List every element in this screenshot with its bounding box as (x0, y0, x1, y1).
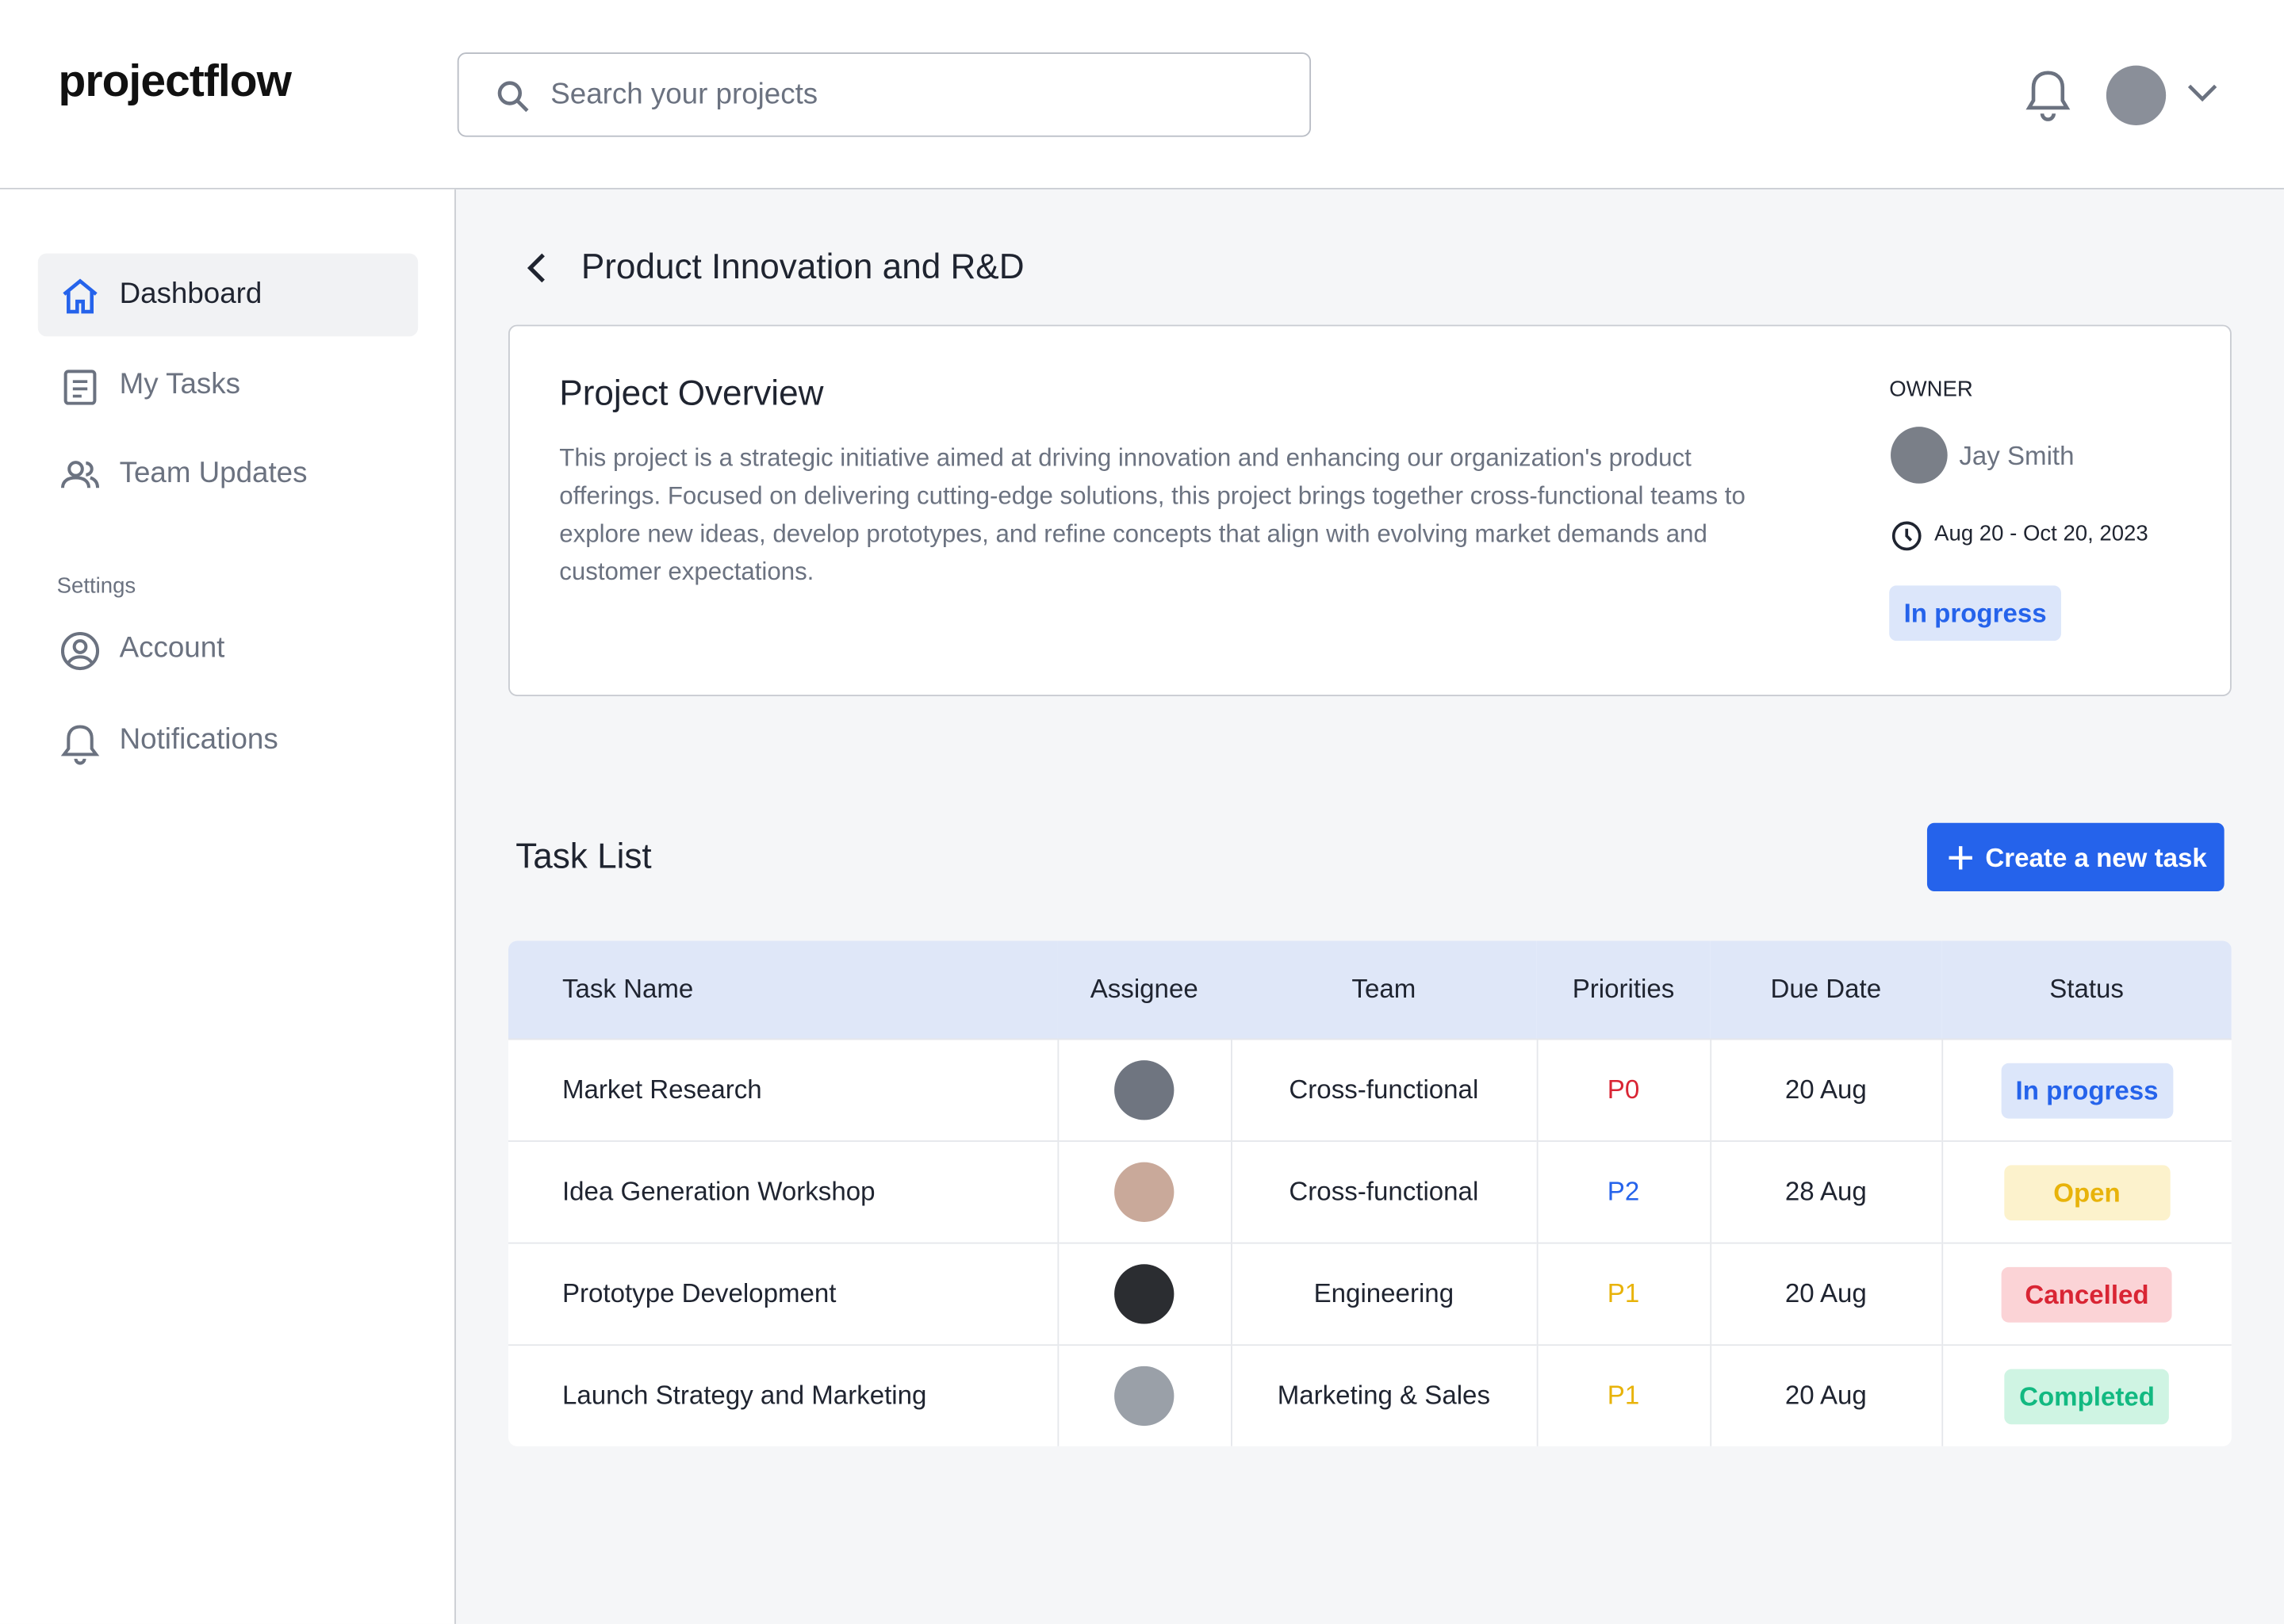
task-row[interactable]: Idea Generation Workshop Cross-functiona… (508, 1140, 2232, 1243)
due-date: 20 Aug (1709, 1344, 1942, 1446)
assignee-avatar (1114, 1264, 1175, 1324)
task-list-title: Task List (515, 837, 652, 877)
assignee-avatar (1114, 1162, 1175, 1222)
nav-label: Dashboard (119, 278, 263, 311)
priority: P0 (1535, 1038, 1711, 1142)
task-name: Market Research (508, 1038, 1058, 1142)
column-header: Priorities (1536, 940, 1711, 1040)
create-task-button[interactable]: Create a new task (1926, 822, 2225, 892)
notifications-icon (60, 725, 100, 765)
nav-item[interactable]: Notifications (38, 699, 418, 783)
button-label: Create a new task (1985, 843, 2207, 873)
team: Cross-functional (1230, 1140, 1537, 1243)
clock-icon (1891, 521, 1922, 551)
task-name: Prototype Development (508, 1242, 1058, 1346)
status-badge: Completed (2004, 1368, 2170, 1424)
status-badge: Open (2003, 1164, 2171, 1220)
search-box[interactable]: Search your projects (457, 52, 1312, 137)
overview-card: Project Overview This project is a strat… (508, 324, 2232, 696)
owner-name: Jay Smith (1959, 441, 2075, 471)
column-header: Task Name (508, 940, 1058, 1040)
assignee-avatar (1114, 1365, 1175, 1427)
due-date: 20 Aug (1709, 1038, 1942, 1142)
nav-label: Team Updates (119, 457, 308, 490)
nav-item[interactable]: Team Updates (38, 432, 418, 515)
chevron-down[interactable] (2186, 83, 2218, 104)
task-row[interactable]: Prototype Development Engineering P1 20 … (508, 1242, 2232, 1346)
team: Cross-functional (1230, 1038, 1537, 1142)
back-button[interactable] (524, 252, 547, 284)
task-name: Idea Generation Workshop (508, 1140, 1058, 1243)
column-header: Team (1231, 940, 1537, 1040)
overview-title: Project Overview (559, 374, 824, 414)
status-badge: Cancelled (2002, 1266, 2173, 1322)
bell-icon[interactable] (2025, 67, 2071, 122)
search-icon (497, 81, 529, 113)
task-row[interactable]: Launch Strategy and Marketing Marketing … (508, 1344, 2232, 1446)
user-avatar[interactable] (2106, 65, 2167, 125)
task-name: Launch Strategy and Marketing (508, 1344, 1058, 1446)
due-date: 20 Aug (1709, 1242, 1942, 1346)
nav-item[interactable]: Account (38, 607, 418, 691)
nav-item[interactable]: Dashboard (37, 253, 419, 337)
logo[interactable]: projectflow (58, 55, 292, 107)
task-row[interactable]: Market Research Cross-functional P0 20 A… (508, 1038, 2232, 1142)
team: Engineering (1230, 1242, 1537, 1346)
account-icon (60, 631, 100, 671)
nav-label: My Tasks (119, 368, 241, 401)
column-header: Status (1941, 940, 2232, 1040)
project-status: In progress (1889, 585, 2061, 642)
sidebar: Dashboard My Tasks Team Updates Settings… (0, 189, 456, 1624)
owner-label: OWNER (1889, 377, 1973, 402)
status-badge: In progress (2001, 1062, 2173, 1118)
search-placeholder: Search your projects (550, 79, 818, 111)
overview-description: This project is a strategic initiative a… (559, 444, 1746, 586)
team: Marketing & Sales (1230, 1344, 1537, 1446)
team-icon (60, 461, 100, 488)
nav-label: Account (119, 632, 225, 665)
column-header: Assignee (1057, 940, 1232, 1040)
priority: P2 (1535, 1140, 1711, 1243)
column-header: Due Date (1710, 940, 1942, 1040)
priority: P1 (1535, 1344, 1711, 1446)
header: projectflow Search your projects (0, 0, 2284, 190)
project-dates: Aug 20 - Oct 20, 2023 (1934, 521, 2148, 546)
settings-heading: Settings (56, 573, 136, 599)
page-title: Product Innovation and R&D (581, 247, 1025, 287)
plus-icon (1949, 846, 1972, 870)
owner-avatar (1891, 427, 1948, 484)
task-table: Task Name Assignee Team Priorities Due D… (508, 940, 2232, 1446)
priority: P1 (1535, 1242, 1711, 1346)
nav-label: Notifications (119, 723, 278, 756)
assignee-avatar (1114, 1060, 1175, 1120)
tasks-icon (63, 370, 97, 405)
home-icon (63, 278, 98, 314)
header-row: Task Name Assignee Team Priorities Due D… (508, 940, 2232, 1040)
due-date: 28 Aug (1709, 1140, 1942, 1243)
nav-item[interactable]: My Tasks (38, 343, 418, 427)
